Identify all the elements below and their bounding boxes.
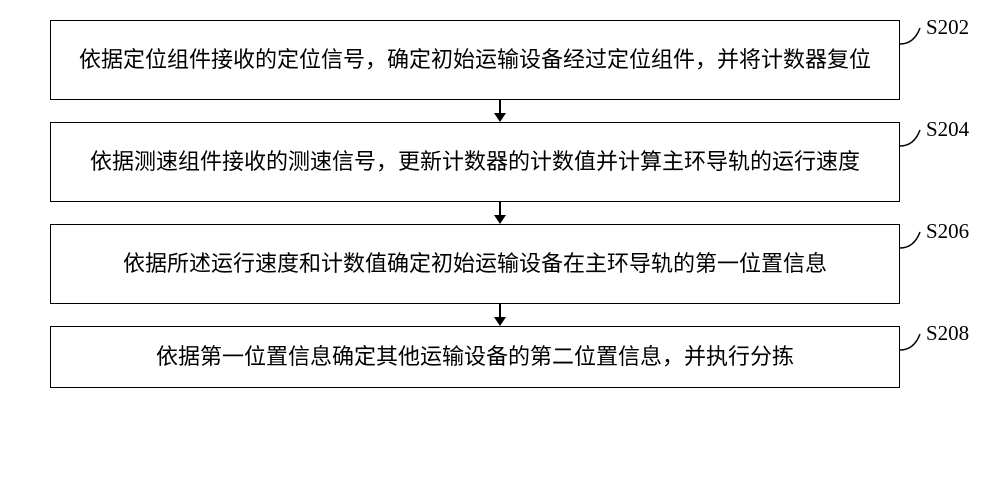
arrow-line <box>499 304 501 317</box>
step-box-s204: 依据测速组件接收的测速信号，更新计数器的计数值并计算主环导轨的运行速度 <box>50 122 900 202</box>
arrow-head-icon <box>494 113 506 122</box>
step-text: 依据第一位置信息确定其他运输设备的第二位置信息，并执行分拣 <box>156 339 794 374</box>
step-row-s204: 依据测速组件接收的测速信号，更新计数器的计数值并计算主环导轨的运行速度 S204 <box>50 122 950 202</box>
step-text: 依据所述运行速度和计数值确定初始运输设备在主环导轨的第一位置信息 <box>123 246 827 281</box>
step-text: 依据测速组件接收的测速信号，更新计数器的计数值并计算主环导轨的运行速度 <box>90 144 860 179</box>
arrow-icon <box>494 100 506 122</box>
arrow-icon <box>494 304 506 326</box>
arrow-icon <box>494 202 506 224</box>
step-text: 依据定位组件接收的定位信号，确定初始运输设备经过定位组件，并将计数器复位 <box>79 42 871 77</box>
flowchart-container: 依据定位组件接收的定位信号，确定初始运输设备经过定位组件，并将计数器复位 S20… <box>50 20 950 388</box>
step-label-s204: S204 <box>926 117 969 142</box>
step-row-s202: 依据定位组件接收的定位信号，确定初始运输设备经过定位组件，并将计数器复位 S20… <box>50 20 950 100</box>
step-box-s202: 依据定位组件接收的定位信号，确定初始运输设备经过定位组件，并将计数器复位 <box>50 20 900 100</box>
step-row-s208: 依据第一位置信息确定其他运输设备的第二位置信息，并执行分拣 S208 <box>50 326 950 388</box>
step-row-s206: 依据所述运行速度和计数值确定初始运输设备在主环导轨的第一位置信息 S206 <box>50 224 950 304</box>
arrow-head-icon <box>494 215 506 224</box>
arrow-head-icon <box>494 317 506 326</box>
arrow-line <box>499 100 501 113</box>
step-label-s206: S206 <box>926 219 969 244</box>
step-box-s206: 依据所述运行速度和计数值确定初始运输设备在主环导轨的第一位置信息 <box>50 224 900 304</box>
step-box-s208: 依据第一位置信息确定其他运输设备的第二位置信息，并执行分拣 <box>50 326 900 388</box>
arrow-line <box>499 202 501 215</box>
step-label-s208: S208 <box>926 321 969 346</box>
step-label-s202: S202 <box>926 15 969 40</box>
